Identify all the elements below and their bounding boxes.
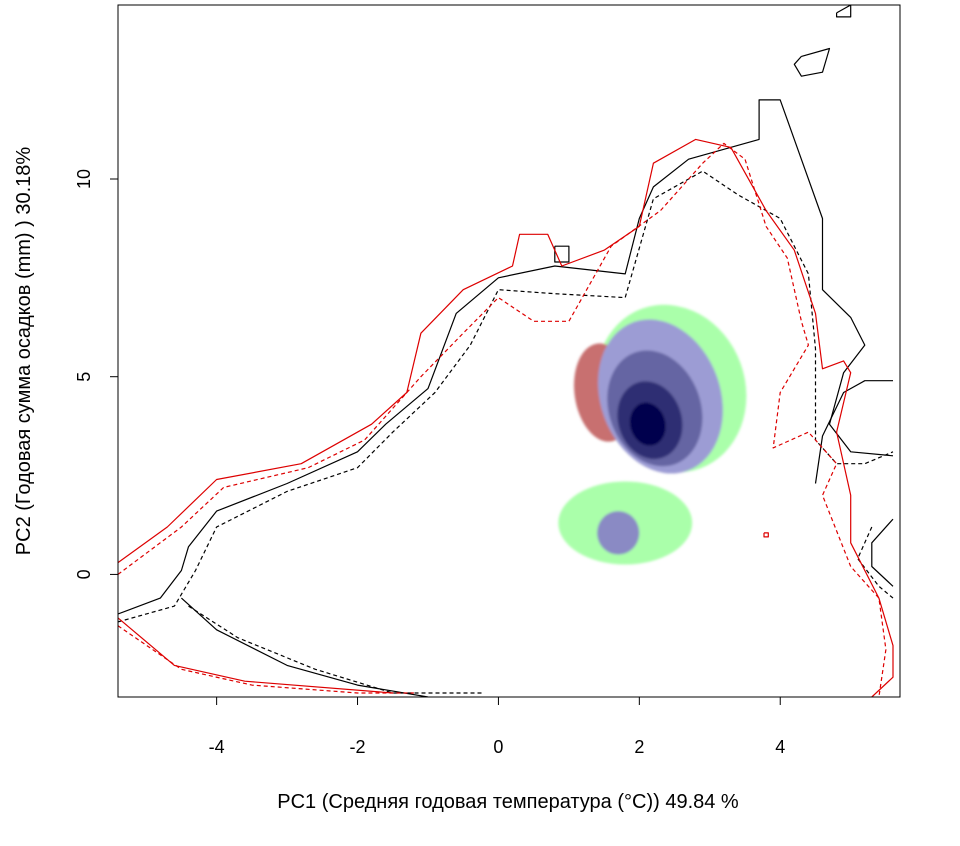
contour-layer [118, 5, 894, 697]
contour-line-8 [188, 605, 485, 694]
y-axis-title: PC2 (Годовая сумма осадков (mm) ) 30.18% [13, 147, 35, 556]
x-axis-title: PC1 (Средняя годовая температура (°C)) 4… [277, 791, 739, 813]
y-tick-label: 10 [74, 169, 94, 189]
contour-line-2 [814, 380, 893, 484]
x-tick-label: -4 [209, 737, 225, 757]
x-tick-label: 4 [775, 737, 785, 757]
contour-line-7 [118, 170, 894, 623]
contour-line-6 [554, 245, 570, 263]
density-core-6 [629, 402, 666, 446]
density-core-7 [597, 511, 640, 555]
y-axis: 0 5 10 [74, 169, 118, 579]
contour-line-9 [857, 526, 894, 599]
contour-line-10 [118, 138, 894, 697]
contour-line-3 [871, 518, 894, 587]
contour-line-0 [118, 99, 894, 615]
contour-line-12 [763, 532, 769, 538]
y-tick-label: 0 [74, 569, 94, 579]
contour-line-13 [118, 142, 887, 697]
plot-frame [117, 4, 901, 698]
contour-line-1 [180, 597, 429, 697]
contour-line-5 [836, 5, 852, 18]
x-tick-label: -2 [350, 737, 366, 757]
contour-line-11 [118, 617, 393, 694]
x-tick-label: 0 [493, 737, 503, 757]
contour-line-14 [118, 625, 414, 694]
contour-line-4 [793, 47, 831, 77]
y-tick-label: 5 [74, 372, 94, 382]
density-layer [558, 304, 747, 565]
x-axis: -4 -2 0 2 4 [209, 697, 785, 757]
x-tick-label: 2 [634, 737, 644, 757]
